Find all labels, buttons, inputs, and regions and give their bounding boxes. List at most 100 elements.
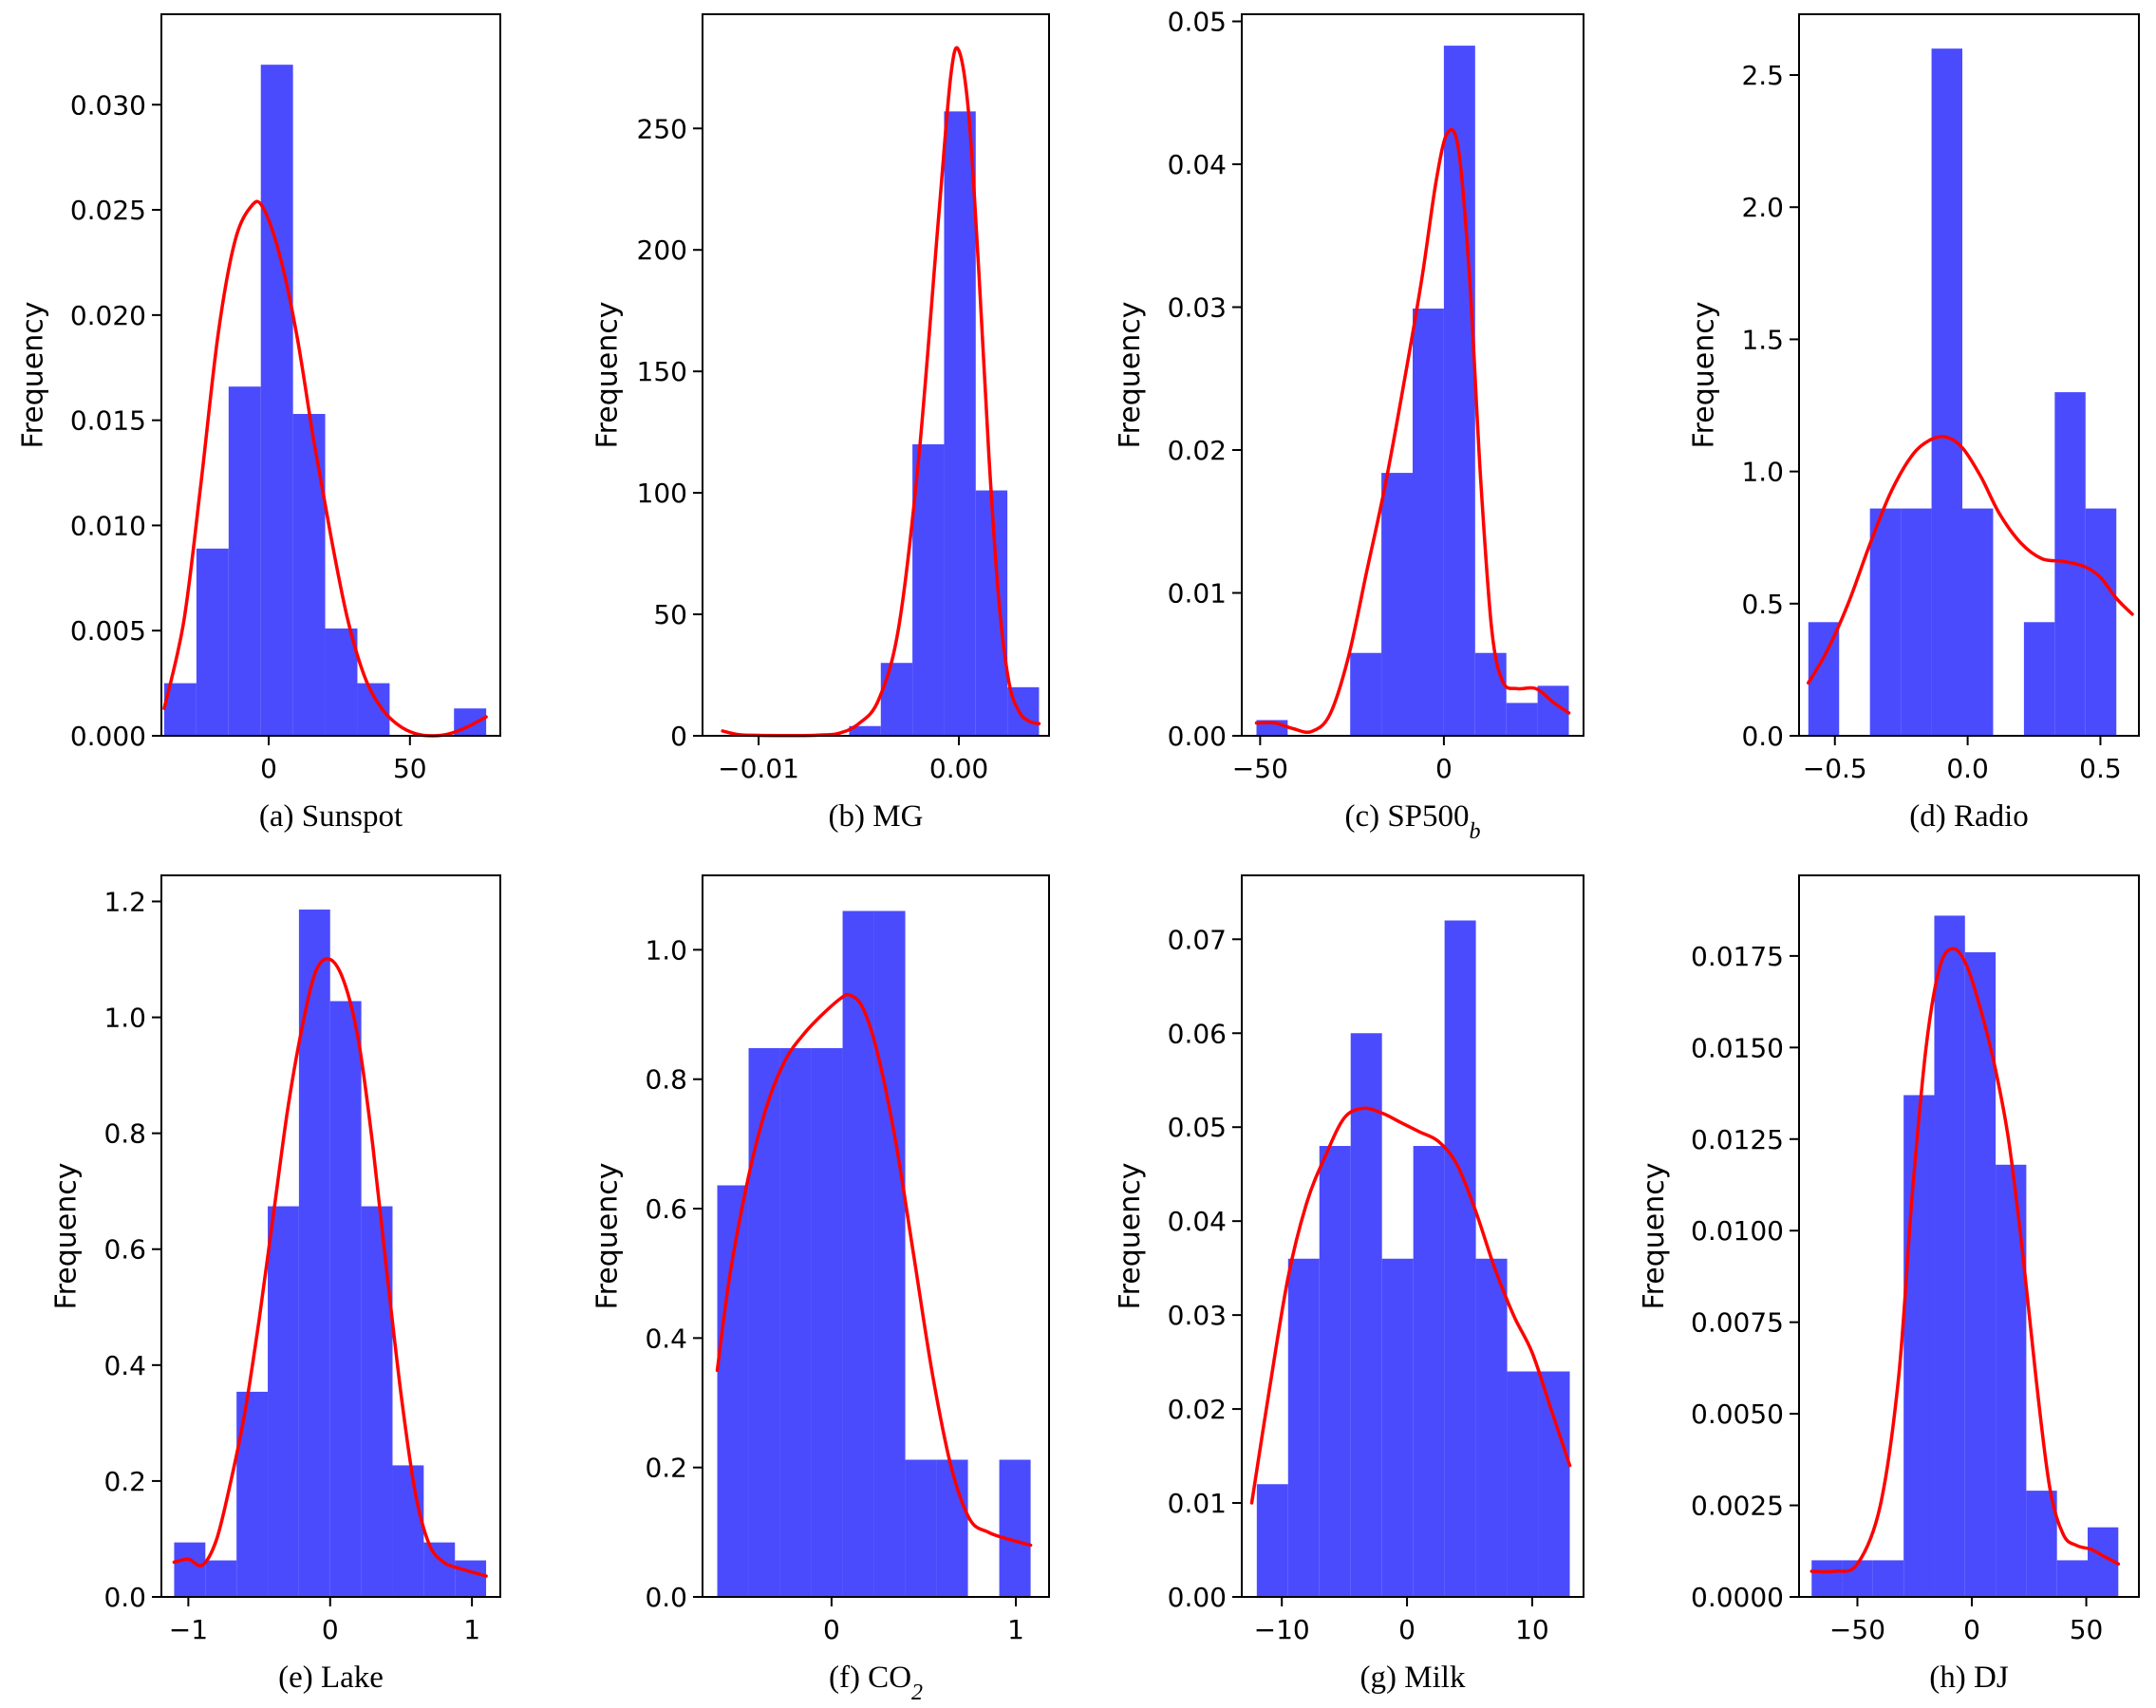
histogram-bar [2026,1491,2057,1597]
y-axis-label: Frequency [591,1163,625,1310]
histogram-bar [1350,1033,1382,1597]
histogram-bar [325,628,358,736]
y-tick-label: 0.07 [1168,924,1227,955]
y-axis-label: Frequency [1114,1163,1147,1310]
histogram-bar [880,663,913,736]
x-tick-label: 1 [463,1614,480,1645]
histogram-bar [748,1047,780,1597]
x-tick-label: 1 [1007,1614,1024,1645]
histogram-bar [1934,915,1965,1597]
axes-frame [702,874,1050,1598]
axes-frame [1241,13,1584,737]
y-tick-label: 0.00 [1168,721,1227,752]
y-axis-label: Frequency [1638,1163,1671,1310]
histogram-bar [905,1459,937,1597]
y-tick-label: 0.02 [1168,1394,1227,1425]
histogram-bar [1319,1146,1351,1597]
y-tick-label: 0.0075 [1691,1307,1784,1339]
histogram-bar [361,1206,393,1597]
x-tick-label: 10 [1515,1614,1549,1645]
histogram-bar [1901,508,1932,736]
panel-c: 0.00 0.01 0.02 0.03 0.04 0.05 −50 0 Frequency (c)… [1114,7,1584,844]
y-axis-label: Frequency [1114,302,1147,449]
x-tick-label: 50 [393,753,427,784]
y-tick-label: 1.0 [645,934,687,966]
histogram-bar [1475,1258,1508,1597]
y-tick-label: 2.5 [1741,60,1784,91]
histogram-bar [849,725,881,736]
y-tick-label: 0.005 [70,615,146,647]
histogram-bar [975,490,1008,736]
y-tick-label: 0.0 [645,1582,687,1613]
y-tick-label: 0.0 [103,1582,146,1613]
panel-caption: (g) Milk [1360,1661,1466,1695]
y-tick-label: 0.020 [70,300,146,331]
histogram-bar [912,443,945,736]
histogram-bar [936,1459,968,1597]
histogram-bar [1872,1560,1904,1597]
panel-b: 0 50 100 150 200 250 −0.01 0.00 Frequency (b) MG [591,13,1050,834]
x-tick-label: −0.01 [718,753,799,784]
y-axis-label: Frequency [591,302,625,449]
y-tick-label: 0.025 [70,195,146,226]
kde-curve [1249,1106,1572,1505]
x-tick-label: 0.0 [1946,753,1989,784]
y-axis-label: Frequency [1688,302,1721,449]
histogram-bar [1964,952,1997,1597]
y-tick-label: 0.0000 [1691,1582,1784,1613]
panel-caption: (a) Sunspot [259,799,403,834]
y-tick-label: 0.8 [103,1118,146,1150]
axes-frame [702,13,1050,737]
histogram-bar [2056,1560,2088,1597]
y-tick-label: 0.05 [1168,1112,1227,1143]
y-tick-label: 0.0 [1741,721,1784,752]
panel-e: 0.0 0.2 0.4 0.6 0.8 1.0 1.2 −1 0 1 Frequency (e) La… [50,874,501,1695]
y-axis-label: Frequency [17,302,50,449]
y-axis-label: Frequency [50,1163,84,1310]
y-tick-label: 1.2 [103,886,146,917]
histogram-bar [1413,309,1444,736]
y-tick-label: 0.04 [1168,1206,1227,1237]
y-tick-label: 0.0175 [1691,941,1784,972]
histogram-bar [2023,622,2055,736]
histogram-bar [1996,1164,2027,1597]
y-tick-label: 0.0100 [1691,1215,1784,1247]
panel-caption: (f) CO2 [829,1661,923,1705]
y-tick-label: 0.03 [1168,292,1227,324]
histogram-bar [236,1391,269,1597]
histogram-bar [455,1560,487,1597]
y-tick-label: 1.0 [103,1003,146,1034]
y-tick-label: 0.03 [1168,1300,1227,1331]
panel-h: 0.0000 0.0025 0.0050 0.0075 0.0100 0.0125 0.01… [1638,874,2140,1695]
y-tick-label: 0.010 [70,510,146,541]
x-tick-label: 0.00 [929,753,988,784]
y-tick-label: 0.00 [1168,1582,1227,1613]
x-tick-label: 0 [1963,1614,1980,1645]
panel-a: 0.000 0.005 0.010 0.015 0.020 0.025 0.030 0 50 Fr… [17,13,501,834]
histogram-bar [268,1206,299,1597]
histogram-bar [205,1560,237,1597]
y-tick-label: 250 [637,113,687,144]
y-tick-label: 0.04 [1168,149,1227,180]
y-tick-label: 1.0 [1741,457,1784,488]
histogram-bar [1413,1146,1445,1597]
y-tick-label: 0.0025 [1691,1491,1784,1522]
x-tick-label: 0 [1398,1614,1415,1645]
y-tick-label: 0.2 [103,1466,146,1497]
x-tick-label: −10 [1254,1614,1310,1645]
y-tick-label: 200 [637,235,687,266]
panel-caption: (d) Radio [1909,799,2029,834]
histogram-bar [1869,508,1902,736]
y-tick-label: 0.6 [103,1234,146,1266]
x-tick-label: 0 [322,1614,339,1645]
axes-frame [1241,874,1584,1598]
histogram-bar [779,1047,812,1597]
histogram-bar [423,1542,456,1597]
y-tick-label: 0.0125 [1691,1124,1784,1155]
histogram-bar [999,1459,1031,1597]
caption-subscript: 2 [911,1680,923,1705]
histogram-bar [842,910,874,1597]
y-tick-label: 100 [637,478,687,509]
histogram-bar [1444,920,1476,1597]
